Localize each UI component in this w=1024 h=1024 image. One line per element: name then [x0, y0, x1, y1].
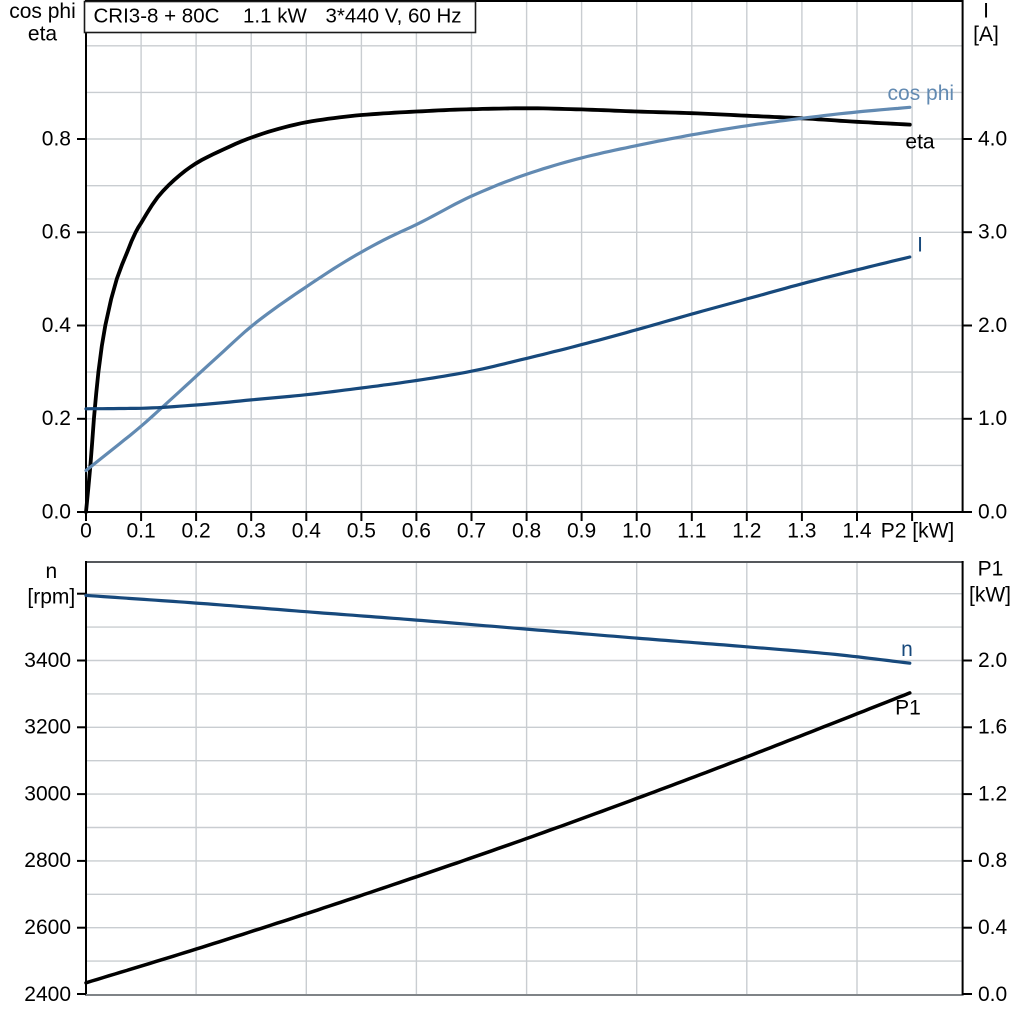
svg-text:0.2: 0.2 [42, 407, 71, 430]
svg-text:0.3: 0.3 [237, 519, 266, 542]
svg-text:0.8: 0.8 [978, 849, 1007, 872]
svg-text:n: n [45, 560, 57, 583]
svg-text:P1: P1 [978, 558, 1004, 581]
svg-text:P1: P1 [895, 697, 921, 720]
svg-text:0.0: 0.0 [978, 500, 1007, 523]
svg-text:eta: eta [28, 23, 58, 46]
svg-text:0.8: 0.8 [512, 519, 541, 542]
svg-text:2800: 2800 [24, 849, 71, 872]
svg-text:2.0: 2.0 [978, 649, 1007, 672]
svg-text:[rpm]: [rpm] [27, 586, 75, 609]
svg-text:P2 [kW]: P2 [kW] [881, 519, 955, 542]
svg-text:cos phi: cos phi [888, 82, 955, 105]
svg-text:3*440 V, 60 Hz: 3*440 V, 60 Hz [326, 5, 462, 28]
svg-text:0.5: 0.5 [347, 519, 376, 542]
svg-text:0.9: 0.9 [567, 519, 596, 542]
svg-text:2.0: 2.0 [978, 314, 1007, 337]
svg-text:1.4: 1.4 [842, 519, 872, 542]
svg-text:3.0: 3.0 [978, 221, 1007, 244]
svg-text:1.2: 1.2 [732, 519, 761, 542]
svg-text:4.0: 4.0 [978, 127, 1007, 150]
svg-text:0.4: 0.4 [978, 916, 1008, 939]
svg-text:3200: 3200 [24, 716, 71, 739]
svg-text:1.2: 1.2 [978, 782, 1007, 805]
svg-text:CRI3-8 + 80C: CRI3-8 + 80C [94, 5, 220, 28]
svg-text:0.4: 0.4 [292, 519, 322, 542]
svg-text:0.1: 0.1 [126, 519, 155, 542]
svg-text:1.0: 1.0 [622, 519, 651, 542]
svg-text:3400: 3400 [24, 649, 71, 672]
svg-text:1.1: 1.1 [677, 519, 706, 542]
svg-text:[kW]: [kW] [969, 584, 1011, 607]
svg-text:1.3: 1.3 [787, 519, 816, 542]
svg-text:0.7: 0.7 [457, 519, 486, 542]
svg-text:1.1 kW: 1.1 kW [243, 5, 307, 28]
svg-text:0.6: 0.6 [402, 519, 431, 542]
svg-text:0.4: 0.4 [42, 314, 72, 337]
svg-text:0: 0 [80, 519, 92, 542]
svg-text:2400: 2400 [24, 983, 71, 1006]
svg-text:2600: 2600 [24, 916, 71, 939]
svg-text:1.0: 1.0 [978, 407, 1007, 430]
svg-text:3000: 3000 [24, 782, 71, 805]
svg-text:n: n [901, 638, 913, 661]
svg-text:0.0: 0.0 [42, 500, 71, 523]
svg-text:0.6: 0.6 [42, 221, 71, 244]
svg-text:0.0: 0.0 [978, 983, 1007, 1006]
svg-text:0.2: 0.2 [181, 519, 210, 542]
svg-text:1.6: 1.6 [978, 716, 1007, 739]
svg-text:I: I [917, 234, 923, 257]
svg-text:eta: eta [905, 131, 935, 154]
svg-text:0.8: 0.8 [42, 127, 71, 150]
svg-text:cos phi: cos phi [9, 0, 76, 23]
svg-text:[A]: [A] [973, 23, 999, 46]
svg-text:I: I [983, 0, 989, 23]
